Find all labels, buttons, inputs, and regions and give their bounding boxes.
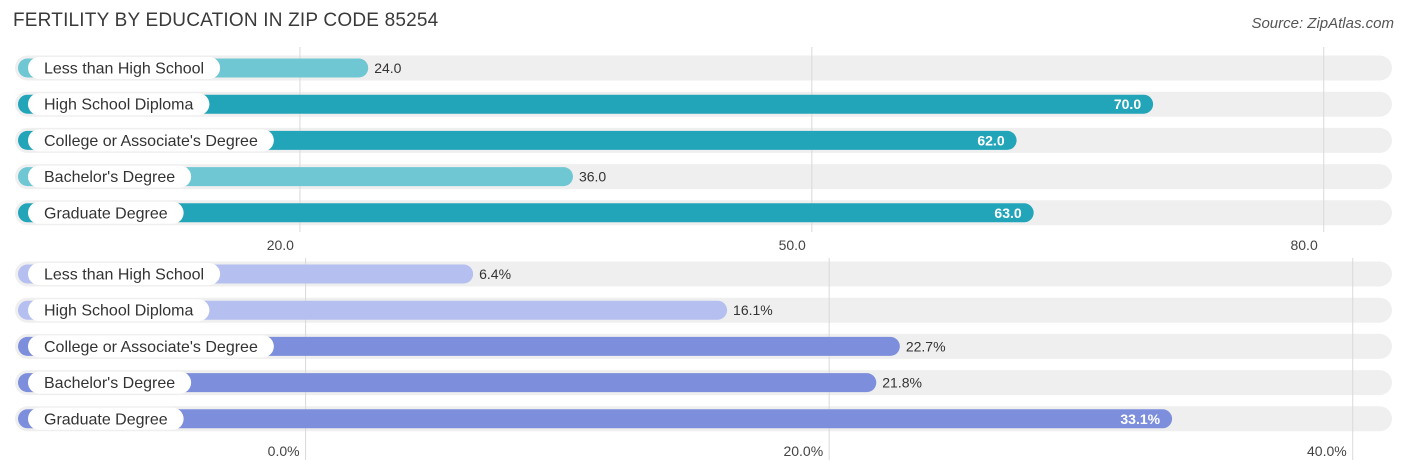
tick-label: 20.0 <box>267 237 294 253</box>
bar <box>18 94 1154 114</box>
category-label-bg <box>28 57 221 79</box>
chart-panel-1: Less than High School 24.0 High School Dip… <box>15 47 1392 253</box>
value-label: 70.0 <box>1114 96 1141 112</box>
category-label-bg <box>28 299 210 322</box>
category-label-bg <box>28 129 274 152</box>
category-label: College or Associate's Degree <box>44 133 258 150</box>
value-label: 22.7% <box>906 338 946 354</box>
category-label: High School Diploma <box>44 303 194 320</box>
value-label: 63.0 <box>994 205 1021 221</box>
category-label-bg <box>28 371 192 394</box>
category-label: Less than High School <box>44 61 204 78</box>
category-label: Graduate Degree <box>44 205 168 222</box>
source-note: Source: ZipAtlas.com <box>1251 15 1394 32</box>
category-label-bg <box>28 201 184 224</box>
category-label-bg <box>28 165 192 188</box>
value-label: 33.1% <box>1120 411 1160 427</box>
value-label: 36.0 <box>579 169 606 185</box>
chart-panel-2: Less than High School 6.4% High School Dip… <box>15 258 1392 460</box>
value-label: 62.0 <box>977 132 1004 148</box>
category-label: Graduate Degree <box>44 411 168 428</box>
category-label: High School Diploma <box>44 97 194 114</box>
category-label: Bachelor's Degree <box>44 169 175 186</box>
category-label-bg <box>28 263 221 285</box>
bar <box>18 409 1173 429</box>
tick-label: 50.0 <box>779 237 806 253</box>
value-label: 6.4% <box>479 266 511 282</box>
category-label: College or Associate's Degree <box>44 339 258 356</box>
bar <box>18 373 877 393</box>
category-label-bg <box>28 335 274 358</box>
tick-label: 80.0 <box>1290 237 1317 253</box>
tick-label: 20.0% <box>783 443 823 459</box>
bar <box>18 203 1034 223</box>
value-label: 16.1% <box>733 302 773 318</box>
category-label: Bachelor's Degree <box>44 375 175 392</box>
tick-label: 40.0% <box>1307 443 1347 459</box>
value-label: 21.8% <box>882 375 922 391</box>
value-label: 24.0 <box>374 60 401 76</box>
chart-title: FERTILITY BY EDUCATION IN ZIP CODE 85254 <box>13 10 439 31</box>
category-label-bg <box>28 407 184 430</box>
tick-label: 0.0% <box>268 443 300 459</box>
category-label: Less than High School <box>44 267 204 284</box>
category-label-bg <box>28 93 210 116</box>
